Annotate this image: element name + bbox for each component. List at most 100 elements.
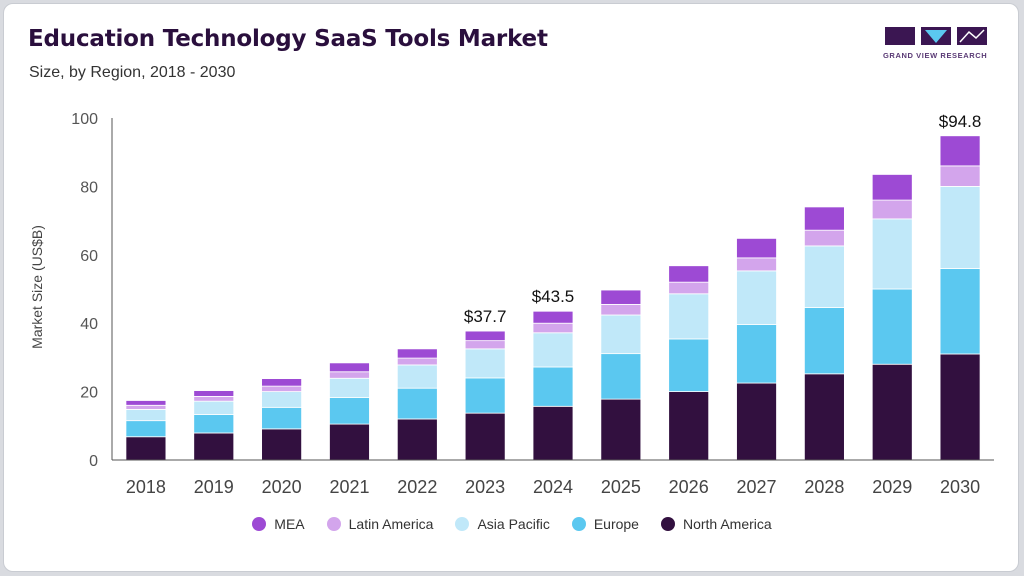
bar-segment-europe [871, 288, 913, 365]
bar-segment-latin-america [329, 371, 370, 379]
bar-segment-mea [668, 265, 710, 283]
bar-segment-mea [125, 400, 167, 406]
x-tick-label: 2021 [329, 477, 369, 497]
legend-swatch [455, 517, 470, 531]
bar-segment-latin-america [261, 385, 303, 392]
bar-segment-latin-america [396, 357, 438, 366]
bar-segment-mea [464, 330, 506, 342]
bar-segment-mea [261, 378, 303, 387]
bar-segment-north-america [396, 418, 438, 461]
chart-card [3, 3, 1019, 572]
legend-swatch [326, 517, 341, 531]
total-data-label: $37.7 [464, 307, 507, 326]
legend-item: Europe [571, 516, 639, 532]
bar-segment-asia-pacific [600, 314, 642, 355]
bar-segment-asia-pacific [125, 408, 167, 422]
bar-segment-latin-america [464, 340, 506, 350]
bar-segment-latin-america [125, 404, 167, 410]
legend-label: Europe [593, 516, 639, 532]
legend-swatch [571, 517, 586, 531]
legend-label: North America [682, 516, 772, 532]
bar-segment-north-america [803, 373, 845, 461]
x-tick-label: 2029 [872, 477, 912, 497]
bar-segment-mea [396, 348, 438, 359]
bar-segment-europe [396, 387, 438, 420]
chart-legend: MEA Latin America Asia Pacific Europe North … [0, 516, 1024, 532]
bar-segment-asia-pacific [736, 270, 777, 325]
bar-segment-north-america [736, 382, 777, 461]
y-tick-label: 20 [80, 385, 98, 402]
bar-segment-mea [600, 289, 642, 305]
bar-segment-mea [329, 362, 370, 373]
y-tick-label: 0 [89, 453, 98, 470]
x-tick-label: 2026 [669, 477, 709, 497]
bar-segment-europe [532, 366, 574, 407]
legend-item: Asia Pacific [455, 516, 550, 532]
bar-segment-mea [871, 174, 913, 201]
bar-segment-latin-america [532, 322, 574, 334]
bar-segment-europe [329, 397, 370, 425]
bar-segment-north-america [261, 428, 303, 461]
x-tick-label: 2019 [194, 477, 234, 497]
legend-item: Latin America [326, 516, 434, 532]
bar-segment-mea [939, 135, 981, 167]
bar-segment-asia-pacific [803, 245, 845, 308]
y-tick-label: 100 [71, 111, 98, 128]
legend-label: MEA [274, 516, 305, 532]
bar-segment-asia-pacific [261, 391, 303, 408]
x-tick-label: 2024 [533, 477, 573, 497]
legend-label: Latin America [348, 516, 434, 532]
bar-segment-europe [464, 377, 506, 414]
bar-segment-latin-america [736, 257, 777, 272]
x-tick-label: 2030 [940, 477, 980, 497]
grand-view-research-logo: GRAND VIEW RESEARCH [883, 26, 987, 62]
bar-segment-asia-pacific [464, 348, 506, 379]
bar-segment-latin-america [668, 281, 710, 295]
bar-segment-asia-pacific [396, 364, 438, 389]
bar-segment-north-america [464, 412, 506, 461]
bar-segment-mea [532, 310, 574, 324]
bar-segment-europe [600, 353, 642, 400]
bar-segment-north-america [125, 436, 167, 461]
legend-item: North America [660, 516, 772, 532]
y-axis-title: Market Size (US$B) [29, 225, 45, 349]
bar-segment-europe [939, 268, 981, 355]
bar-segment-north-america [939, 353, 981, 461]
bar-segment-asia-pacific [329, 377, 370, 398]
bar-segment-asia-pacific [939, 185, 981, 269]
x-tick-label: 2022 [397, 477, 437, 497]
legend-label: Asia Pacific [477, 516, 550, 532]
total-data-label: $43.5 [532, 287, 575, 306]
bar-segment-europe [125, 420, 167, 438]
bar-segment-asia-pacific [871, 218, 913, 290]
page-subtitle: Size, by Region, 2018 - 2030 [29, 64, 236, 81]
bar-segment-europe [803, 307, 845, 375]
bar-segment-asia-pacific [532, 332, 574, 368]
bar-segment-europe [261, 406, 303, 430]
bar-segment-mea [803, 206, 845, 231]
x-tick-label: 2027 [737, 477, 777, 497]
bar-segment-latin-america [939, 165, 981, 187]
legend-item: MEA [252, 516, 305, 532]
bar-segment-latin-america [193, 395, 235, 402]
bar-segment-north-america [668, 391, 710, 461]
bar-segment-north-america [532, 405, 574, 461]
bar-segment-asia-pacific [193, 400, 235, 415]
bar-segment-asia-pacific [668, 293, 710, 340]
bar-segment-north-america [329, 423, 370, 461]
bar-segment-north-america [871, 363, 913, 461]
bar-segment-mea [193, 390, 235, 397]
legend-swatch [252, 517, 267, 531]
bar-segment-north-america [600, 398, 642, 461]
logo-mark-icon [885, 27, 987, 45]
bar-segment-latin-america [803, 229, 845, 247]
bar-segment-latin-america [871, 199, 913, 220]
bar-segment-mea [736, 237, 777, 259]
y-tick-label: 40 [80, 316, 98, 333]
x-tick-label: 2018 [126, 477, 166, 497]
y-tick-label: 80 [80, 179, 98, 196]
bar-segment-europe [736, 324, 777, 384]
legend-swatch [660, 517, 675, 531]
x-tick-label: 2023 [465, 477, 505, 497]
